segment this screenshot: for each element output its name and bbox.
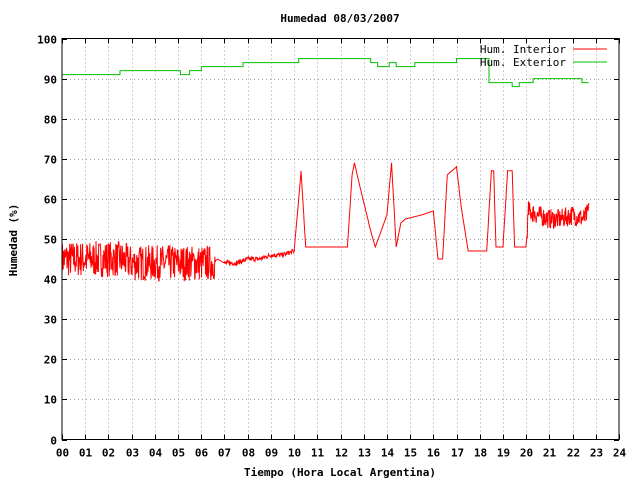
y-tick-label: 40 <box>44 274 57 287</box>
x-tick-label: 06 <box>195 447 209 460</box>
grid-lines <box>62 38 619 440</box>
x-tick-label: 03 <box>126 447 139 460</box>
y-tick-label: 30 <box>44 314 57 327</box>
x-tick-label: 07 <box>218 447 231 460</box>
y-tick-label: 70 <box>44 154 57 167</box>
x-axis-ticks: 00 01 02 03 04 05 06 07 08 09 10 11 12 13 14 15 16 17 18 19… <box>56 38 627 460</box>
x-tick-label: 04 <box>149 447 163 460</box>
x-tick-label: 02 <box>102 447 115 460</box>
x-tick-label: 11 <box>311 447 325 460</box>
x-tick-label: 20 <box>520 447 533 460</box>
y-tick-label: 10 <box>44 394 57 407</box>
series-line-exterior <box>62 58 589 88</box>
x-tick-label: 22 <box>567 447 580 460</box>
legend-label: Hum. Exterior <box>480 56 566 69</box>
x-tick-label: 19 <box>497 447 510 460</box>
legend-label: Hum. Interior <box>480 43 566 56</box>
x-tick-label: 09 <box>265 447 278 460</box>
x-tick-label: 17 <box>451 447 464 460</box>
x-tick-label: 05 <box>172 447 185 460</box>
y-tick-label: 80 <box>44 114 57 127</box>
x-tick-label: 24 <box>613 447 627 460</box>
x-tick-label: 16 <box>427 447 441 460</box>
x-tick-label: 08 <box>242 447 255 460</box>
plot-frame <box>61 38 620 440</box>
x-tick-label: 23 <box>590 447 603 460</box>
y-tick-label: 20 <box>44 354 57 367</box>
x-tick-label: 12 <box>335 447 348 460</box>
y-tick-label: 90 <box>44 74 57 87</box>
y-tick-label: 50 <box>44 234 57 247</box>
x-tick-label: 10 <box>288 447 301 460</box>
x-tick-label: 18 <box>474 447 487 460</box>
y-tick-label: 0 <box>50 435 57 448</box>
x-tick-label: 01 <box>79 447 93 460</box>
series-line-interior <box>61 162 590 282</box>
chart-title: Humedad 08/03/2007 <box>280 12 399 25</box>
x-tick-label: 14 <box>381 447 395 460</box>
y-tick-label: 100 <box>37 34 57 47</box>
y-axis-label: Humedad (%) <box>7 204 20 277</box>
x-axis-label: Tiempo (Hora Local Argentina) <box>244 466 436 479</box>
series-layer <box>61 58 590 282</box>
x-tick-label: 15 <box>404 447 417 460</box>
y-axis-ticks: 0 10 20 30 40 50 60 70 80 90 100 <box>37 34 619 448</box>
x-tick-label: 13 <box>358 447 371 460</box>
x-tick-label: 21 <box>543 447 557 460</box>
y-tick-label: 60 <box>44 194 57 207</box>
x-tick-label: 00 <box>56 447 69 460</box>
